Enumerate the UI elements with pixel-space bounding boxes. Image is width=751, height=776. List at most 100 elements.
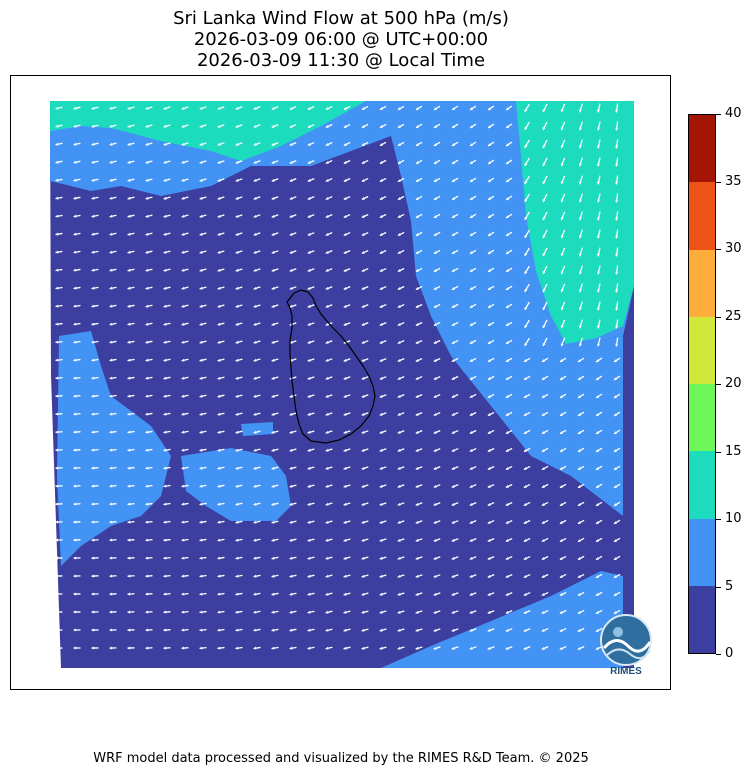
wind-arrow-head [613,521,617,524]
wind-vectors [55,103,621,651]
wind-arrow-head [559,557,563,560]
wind-arrow-head [289,502,293,506]
wind-arrow-head [253,322,257,326]
wind-arrow-head [487,305,491,308]
wind-arrow-head [253,520,257,524]
wind-arrow-head [271,628,275,632]
wind-arrow-head [560,127,564,131]
wind-arrow-head [271,340,275,344]
wind-arrow-head [595,539,599,542]
wind-arrow-head [578,307,582,311]
wind-arrow-head [433,556,437,560]
wind-arrow-head [343,466,347,470]
wind-arrow-head [325,556,329,560]
wind-arrow-head [505,646,509,650]
wind-arrow-head [433,610,437,614]
wind-arrow-head [307,196,311,200]
wind-arrow-head [235,250,239,254]
wind-arrow-head [379,268,383,272]
wind-arrow-head [127,286,131,290]
wind-arrow-head [199,268,203,272]
wind-arrow-head [55,412,59,416]
wind-arrow-head [578,325,582,329]
wind-arrow-head [560,217,564,221]
wind-arrow-head [343,196,347,200]
wind-arrow-head [524,126,528,130]
wind-arrow-head [289,250,293,254]
wind-arrow-head [235,592,239,596]
wind-arrow-head [307,286,311,290]
wind-arrow-head [433,484,437,488]
wind-arrow-head [343,250,347,254]
wind-arrow-head [217,286,221,290]
wind-arrow-head [73,520,77,524]
wind-arrow-head [379,394,383,398]
wind-arrow-head [109,358,113,362]
wind-arrow-head [271,556,275,560]
wind-arrow-head [560,163,564,167]
wind-arrow-head [307,448,311,452]
wind-arrow-head [289,430,293,434]
wind-arrow-head [253,394,257,398]
wind-arrow-head [307,502,311,506]
wind-arrow-head [451,215,455,218]
wind-arrow-head [145,196,149,200]
wind-arrow-head [271,430,275,434]
wind-arrow-head [127,214,131,218]
wind-arrow-head [577,646,581,650]
wind-arrow-head [469,377,473,380]
wind-arrow-head [55,484,59,488]
wind-arrow-head [109,322,113,326]
wind-arrow-head [109,538,113,542]
wind-arrow-head [307,538,311,542]
wind-arrow-head [615,163,619,167]
wind-arrow-head [614,431,618,434]
wind-arrow-head [235,268,239,272]
wind-arrow-head [595,521,599,524]
wind-arrow-head [379,286,383,290]
wind-arrow-head [307,556,311,560]
wind-arrow-head [505,574,509,578]
wind-arrow-head [217,196,221,200]
wind-arrow-head [578,271,582,275]
wind-arrow-head [199,214,203,218]
wind-arrow-head [55,250,59,254]
colorbar-tick-label: 0 [725,646,734,661]
wind-arrow-head [127,268,131,272]
wind-arrow-head [73,592,77,596]
wind-arrow-head [199,322,203,326]
wind-arrow-head [560,235,564,239]
wind-arrow-head [451,646,455,650]
wind-arrow-head [614,413,618,416]
wind-arrow-head [595,629,599,632]
wind-arrow-head [253,232,257,236]
wind-arrow-head [325,304,329,308]
wind-arrow-head [325,592,329,596]
wind-arrow-head [235,610,239,614]
wind-arrow-head [127,160,131,164]
wind-arrow-head [595,647,599,650]
wind-arrow-head [307,214,311,218]
wind-arrow-head [397,161,401,164]
wind-arrow-head [199,304,203,308]
wind-arrow-head [578,289,582,293]
wind-arrow-head [235,412,239,416]
wind-arrow-head [91,340,95,344]
wind-arrow-head [109,340,113,344]
wind-arrow-head [55,502,59,506]
wind-arrow-head [505,538,509,542]
wind-arrow-head [613,503,617,506]
wind-arrow-head [469,592,473,596]
wind-arrow-head [379,556,383,560]
wind-arrow-head [361,448,365,452]
wind-arrow-head [127,394,131,398]
wind-arrow-head [469,287,473,290]
wind-speed-zones [50,101,634,668]
wind-arrow-head [578,217,582,221]
wind-arrow-head [559,539,563,542]
wind-arrow-head [615,343,619,347]
wind-arrow-head [235,142,239,146]
wind-arrow-head [325,484,329,488]
wind-arrow-head [55,214,59,218]
wind-arrow-head [433,448,437,452]
